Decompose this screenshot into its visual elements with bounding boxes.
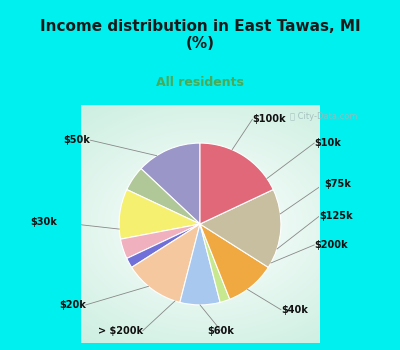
Wedge shape xyxy=(180,224,220,305)
Text: All residents: All residents xyxy=(156,76,244,89)
Text: $60k: $60k xyxy=(208,326,234,336)
Wedge shape xyxy=(120,224,200,258)
Text: ⓘ City-Data.com: ⓘ City-Data.com xyxy=(290,112,357,121)
Wedge shape xyxy=(141,143,200,224)
Text: $200k: $200k xyxy=(314,240,348,250)
Text: $40k: $40k xyxy=(281,305,308,315)
Text: $10k: $10k xyxy=(314,138,341,148)
Wedge shape xyxy=(127,224,200,267)
Text: $125k: $125k xyxy=(319,211,353,222)
Wedge shape xyxy=(200,224,268,299)
Text: $30k: $30k xyxy=(30,217,57,227)
Text: > $200k: > $200k xyxy=(98,326,143,336)
Wedge shape xyxy=(200,190,281,267)
Text: $20k: $20k xyxy=(59,300,86,310)
Text: $100k: $100k xyxy=(252,114,286,124)
Wedge shape xyxy=(200,143,273,224)
Wedge shape xyxy=(132,224,200,302)
Wedge shape xyxy=(200,224,230,302)
Wedge shape xyxy=(119,190,200,239)
Text: $50k: $50k xyxy=(64,135,90,145)
Text: Income distribution in East Tawas, MI
(%): Income distribution in East Tawas, MI (%… xyxy=(40,19,360,51)
Wedge shape xyxy=(127,169,200,224)
Text: $75k: $75k xyxy=(324,179,351,189)
